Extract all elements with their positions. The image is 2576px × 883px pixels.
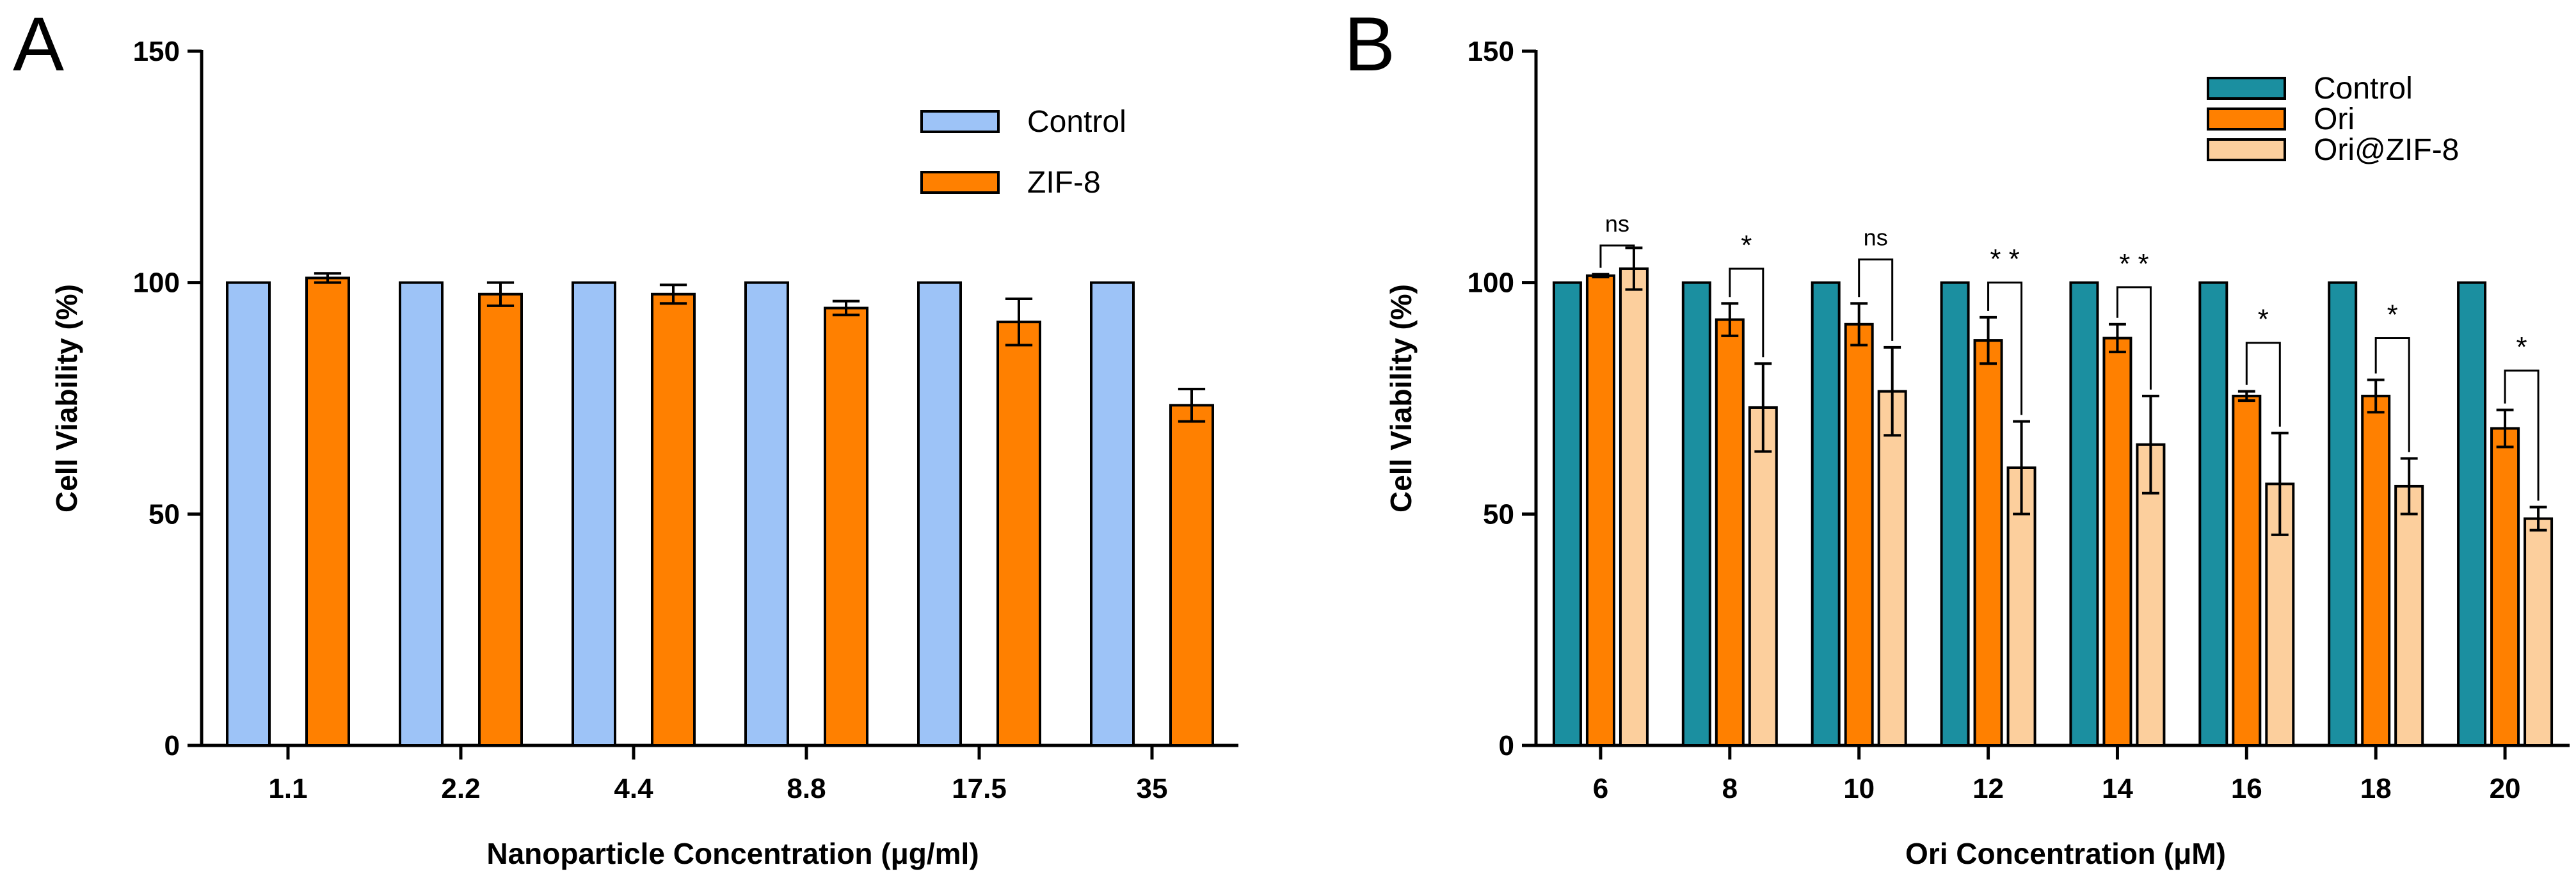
panel-a-bar-zif-8-8.8 <box>824 306 868 747</box>
panel-b-y-tick-label: 100 <box>1468 267 1514 299</box>
panel-b-significance-bracket <box>1987 282 2023 415</box>
panel-a-bar-control-1.1 <box>226 281 271 747</box>
panel-a-legend-label-zif-8: ZIF-8 <box>1027 166 1101 200</box>
panel-b-legend-swatch-control <box>2207 77 2286 100</box>
panel-b-significance-bracket <box>1599 244 1635 268</box>
panel-b-x-tick-label: 20 <box>2490 773 2521 804</box>
panel-b-significance-label: * <box>1741 230 1752 261</box>
panel-b-bar-ori-16 <box>2232 394 2262 747</box>
panel-b-bar-ori-18 <box>2361 394 2391 747</box>
panel-b-legend-label-control: Control <box>2314 72 2413 106</box>
panel-a-legend-swatch-zif-8 <box>920 171 1000 194</box>
panel-b-bar-ori-10 <box>1844 322 1874 747</box>
panel-b-legend-label-ori: Ori <box>2314 102 2355 136</box>
panel-a-y-axis-label: Cell Viability (%) <box>50 284 83 513</box>
panel-a-x-tick-label: 35 <box>1137 773 1168 804</box>
panel-b-significance-label: * <box>2258 304 2269 335</box>
panel-b-x-tick-label: 18 <box>2360 773 2392 804</box>
panel-b-bar-ori-6 <box>1585 274 1615 747</box>
panel-b-x-tick-label: 14 <box>2102 773 2133 804</box>
panel-b-letter: B <box>1344 1 1395 87</box>
panel-b-y-axis-label: Cell Viability (%) <box>1384 284 1418 513</box>
panel-b-bar-ori-8 <box>1715 318 1745 747</box>
panel-b-x-tick-label: 16 <box>2231 773 2262 804</box>
panel-a-bar-zif-8-17.5 <box>996 321 1041 747</box>
panel-b-significance-bracket <box>2504 369 2540 501</box>
panel-b-bar-ori-20 <box>2490 427 2520 747</box>
panel-a-bar-control-8.8 <box>744 281 789 747</box>
panel-b-significance-label: * <box>2516 331 2527 363</box>
panel-b-significance-label: * * <box>1990 244 2019 275</box>
panel-a-bar-control-4.4 <box>572 281 616 747</box>
panel-a-x-tick-label: 2.2 <box>441 773 480 804</box>
panel-b-significance-label: * * <box>2119 248 2148 280</box>
panel-b-significance-label: * <box>2387 299 2398 330</box>
panel-a-x-tick-label: 8.8 <box>787 773 826 804</box>
panel-a-x-tick-label: 1.1 <box>268 773 307 804</box>
panel-b-bar-ori-zif-8-8 <box>1748 406 1778 747</box>
panel-b-significance-bracket <box>2374 337 2410 452</box>
panel-b-bar-control-20 <box>2457 281 2487 747</box>
panel-b-x-tick-label: 12 <box>1972 773 2004 804</box>
panel-b-bar-ori-14 <box>2102 337 2132 747</box>
panel-b-x-axis-label: Ori Concentration (μM) <box>1905 837 2226 870</box>
panel-b-bar-ori-12 <box>1973 339 2003 747</box>
panel-b-legend-swatch-ori <box>2207 107 2286 131</box>
panel-a-legend-swatch-control <box>920 110 1000 133</box>
panel-a-y-tick-label: 100 <box>133 267 180 299</box>
panel-a-y-tick-label: 0 <box>164 730 180 761</box>
panel-a-legend-label-control: Control <box>1027 105 1126 139</box>
panel-a-bar-zif-8-1.1 <box>305 276 350 747</box>
panel-a-x-tick-label: 4.4 <box>614 773 653 804</box>
panel-b-bar-ori-zif-8-10 <box>1877 390 1907 747</box>
panel-b-y-tick-label: 50 <box>1483 498 1514 530</box>
panel-a-letter: A <box>13 1 64 87</box>
panel-a: A 0 50 100 150 Cell Viability (%) Nanoparticle… <box>13 1 1238 870</box>
panel-b-bar-control-12 <box>1940 281 1970 747</box>
panel-b-bar-ori-zif-8-6 <box>1619 267 1649 747</box>
panel-b-significance-bracket <box>2116 286 2152 390</box>
panel-b: B 0 50 100 150 Cell Viability (%) Ori Concentr… <box>1344 1 2570 870</box>
panel-a-bar-control-35 <box>1090 281 1135 747</box>
panel-b-significance-label: ns <box>1864 225 1888 251</box>
panel-a-bar-zif-8-35 <box>1169 404 1214 747</box>
panel-b-bar-control-18 <box>2328 281 2358 747</box>
panel-a-x-axis-label: Nanoparticle Concentration (μg/ml) <box>486 837 979 870</box>
panel-b-bar-control-6 <box>1552 281 1582 747</box>
panel-b-y-tick-label: 0 <box>1499 730 1514 761</box>
panel-b-bar-control-8 <box>1681 281 1711 747</box>
panel-a-bar-zif-8-2.2 <box>478 292 523 747</box>
panel-b-significance-label: ns <box>1605 211 1629 237</box>
panel-b-x-tick-label: 8 <box>1722 773 1738 804</box>
panel-b-significance-bracket <box>2245 342 2281 427</box>
panel-b-bar-control-14 <box>2069 281 2099 747</box>
panel-b-bar-ori-zif-8-18 <box>2394 484 2424 747</box>
panel-a-bar-control-2.2 <box>399 281 444 747</box>
panel-b-x-tick-label: 6 <box>1593 773 1608 804</box>
panel-b-legend-swatch-ori-zif-8 <box>2207 138 2286 161</box>
panel-b-bar-control-10 <box>1811 281 1841 747</box>
panel-b-bar-control-16 <box>2198 281 2228 747</box>
panel-a-y-tick-label: 150 <box>133 36 180 67</box>
panel-a-bar-control-17.5 <box>917 281 962 747</box>
panel-b-significance-bracket <box>1858 259 1894 341</box>
panel-b-legend-label-ori-zif-8: Ori@ZIF-8 <box>2314 133 2459 167</box>
panel-a-bar-zif-8-4.4 <box>651 292 696 747</box>
panel-a-x-tick-label: 17.5 <box>952 773 1007 804</box>
panel-b-x-tick-label: 10 <box>1843 773 1875 804</box>
panel-b-bar-ori-zif-8-20 <box>2524 517 2554 747</box>
panel-b-significance-bracket <box>1729 267 1764 358</box>
panel-a-y-tick-label: 50 <box>148 498 180 530</box>
panel-b-y-tick-label: 150 <box>1468 36 1514 67</box>
